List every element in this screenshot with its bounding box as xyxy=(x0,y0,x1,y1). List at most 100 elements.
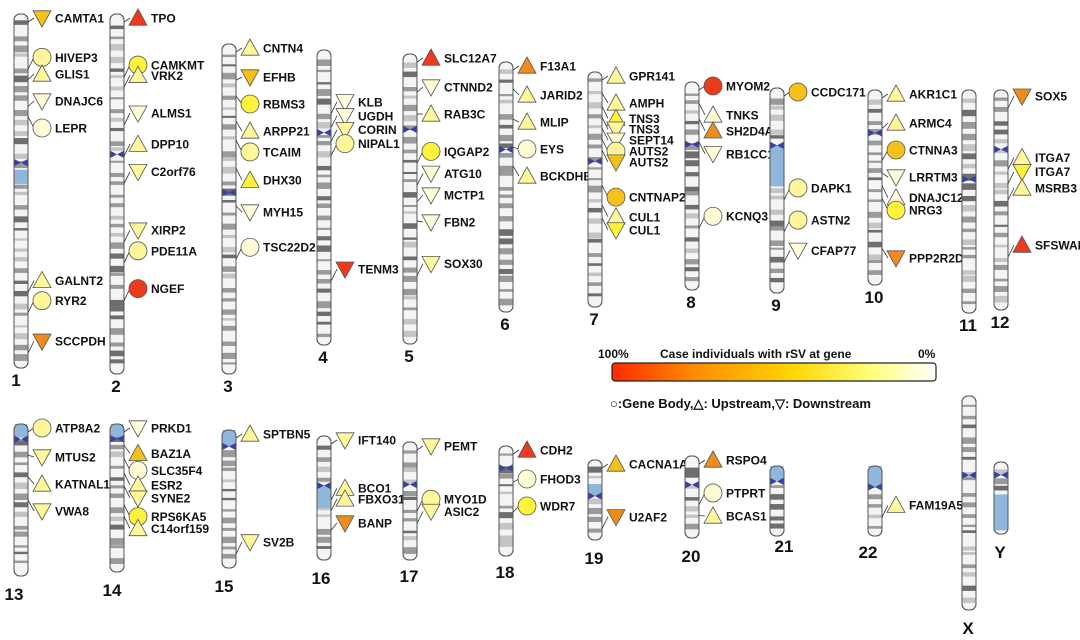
chromosome-band xyxy=(404,192,417,198)
gene-label: SCCPDH xyxy=(55,335,106,349)
chromosome-5: 5SLC12A7CTNND2RAB3CIQGAP2ATG10MCTP1FBN2S… xyxy=(403,49,498,366)
chromosome-band xyxy=(963,134,976,140)
chromosome-band xyxy=(771,135,784,138)
gene-marker-ppp2r2d: PPP2R2D xyxy=(882,248,964,267)
gene-label: DHX30 xyxy=(263,174,302,188)
chromosome-band xyxy=(771,524,784,529)
gene-marker-atp8a2: ATP8A2 xyxy=(28,419,100,437)
chromosome-band xyxy=(15,95,28,100)
chromosome-band xyxy=(404,72,417,78)
gene-marker-cntn4: CNTN4 xyxy=(236,39,303,56)
chromosome-band xyxy=(111,97,124,99)
chromosome-band xyxy=(686,524,699,530)
chromosome-band xyxy=(223,298,236,301)
color-legend: 100% Case individuals with rSV at gene 0… xyxy=(598,347,936,411)
gene-leader-line xyxy=(124,172,130,184)
chromosome-band xyxy=(404,105,417,111)
gene-upstream-triangle xyxy=(887,114,905,130)
gene-downstream-triangle xyxy=(789,243,807,259)
gene-label: UGDH xyxy=(358,109,393,123)
chromosome-band xyxy=(223,73,236,80)
gene-label: ARPP21 xyxy=(263,125,310,139)
chromosome-band xyxy=(589,263,602,266)
gene-upstream-triangle xyxy=(704,106,722,122)
gene-upstream-triangle xyxy=(518,113,536,129)
chromosome-band xyxy=(111,285,124,289)
gene-label: RAB3C xyxy=(444,108,486,122)
chromosome-band xyxy=(111,161,124,163)
chromosome-band xyxy=(869,212,882,218)
chromosome-band xyxy=(686,259,699,264)
chromosome-band xyxy=(995,245,1008,247)
chromosome-band xyxy=(111,538,124,545)
chromosome-band xyxy=(404,331,417,337)
chromosome-band xyxy=(15,86,28,92)
gene-leader-line xyxy=(28,18,34,22)
gene-upstream-triangle xyxy=(607,94,625,110)
chromosome-band xyxy=(869,177,882,180)
gene-label: ALMS1 xyxy=(151,107,192,121)
chromosome-band xyxy=(318,122,331,128)
gene-downstream-triangle xyxy=(422,166,440,182)
gene-marker-astn2: ASTN2 xyxy=(784,211,851,232)
gene-body-circle xyxy=(704,484,722,502)
gene-marker-iqgap2: IQGAP2 xyxy=(417,142,490,163)
chromosome-band xyxy=(869,99,882,104)
gene-marker-tenm3: TENM3 xyxy=(331,262,399,281)
legend-gradient-bar xyxy=(612,363,936,381)
gene-leader-line xyxy=(331,488,337,500)
gene-label: FAM19A5 xyxy=(909,499,963,513)
gene-marker-akr1c1: AKR1C1 xyxy=(882,85,957,102)
gene-upstream-triangle xyxy=(129,476,147,492)
chromosome-label-19: 19 xyxy=(585,549,604,568)
gene-label: NRG3 xyxy=(909,204,943,218)
gene-label: F13A1 xyxy=(540,60,576,74)
chromosome-band xyxy=(963,183,976,190)
chromosome-band xyxy=(995,225,1008,227)
gene-label: RBMS3 xyxy=(263,98,305,112)
gene-leader-line xyxy=(124,144,130,156)
chromosome-band xyxy=(15,313,28,316)
chromosome-band xyxy=(963,229,976,232)
gene-downstream-triangle xyxy=(422,504,440,520)
gene-marker-fhod3: FHOD3 xyxy=(513,470,581,488)
gene-label: GPR141 xyxy=(629,70,675,84)
gene-label: TCAIM xyxy=(263,145,301,159)
chromosome-band xyxy=(771,494,784,500)
chromosome-band xyxy=(500,523,513,530)
chromosome-band xyxy=(771,98,784,104)
chromosome-band xyxy=(589,282,602,286)
gene-marker-rab3c: RAB3C xyxy=(417,105,486,122)
chromosome-label-22: 22 xyxy=(859,543,878,562)
gene-leader-line xyxy=(513,450,519,454)
chromosome-band xyxy=(686,497,699,500)
chromosome-band xyxy=(589,134,602,140)
chromosome-band xyxy=(589,102,602,108)
chromosome-band xyxy=(963,547,976,551)
legend-title: Case individuals with rSV at gene xyxy=(660,347,852,361)
gene-marker-ptprt: PTPRT xyxy=(699,484,766,505)
gene-marker-ngef: NGEF xyxy=(124,280,184,301)
gene-label: EYS xyxy=(540,143,564,157)
gene-upstream-triangle xyxy=(241,39,259,55)
chromosome-band xyxy=(111,477,124,481)
chromosome-22: 22 FAM19A5 xyxy=(859,466,964,562)
gene-downstream-triangle xyxy=(129,164,147,180)
chromosome-band xyxy=(111,37,124,40)
chromosome-band xyxy=(15,154,28,159)
gene-upstream-triangle xyxy=(422,105,440,121)
chromosome-label-9: 9 xyxy=(771,296,780,315)
gene-label: ITGA7 xyxy=(1035,165,1071,179)
gene-leader-line xyxy=(331,269,337,281)
chromosome-band xyxy=(589,253,602,257)
gene-label: SH2D4A xyxy=(726,124,774,138)
chromosome-band xyxy=(995,486,1008,491)
gene-label: TENM3 xyxy=(358,263,399,277)
gene-marker-ctnnd2: CTNND2 xyxy=(417,80,493,96)
gene-upstream-triangle xyxy=(241,425,259,441)
gene-marker-tcaim: TCAIM xyxy=(236,140,301,161)
gene-marker-banp: BANP xyxy=(331,516,392,532)
chromosome-band xyxy=(963,598,976,603)
